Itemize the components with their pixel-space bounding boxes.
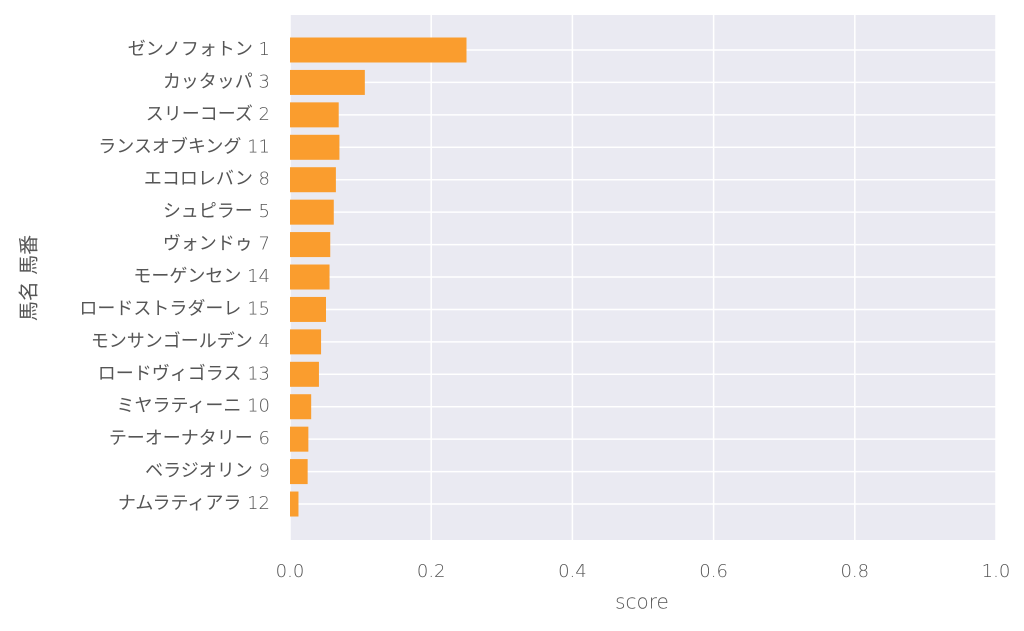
y-tick-label: スリーコーズ 2 xyxy=(146,104,270,125)
y-tick-label: カッタッパ 3 xyxy=(163,71,270,92)
y-tick-label: テーオーナタリー 6 xyxy=(109,428,270,449)
y-tick-label: エコロレバン 8 xyxy=(144,169,270,190)
bar xyxy=(290,394,312,420)
bar xyxy=(290,491,299,517)
bar xyxy=(290,329,322,355)
x-tick-label: 0.0 xyxy=(276,561,305,582)
bar xyxy=(290,296,327,322)
y-tick-label: モーゲンセン 14 xyxy=(133,266,270,287)
bar xyxy=(290,426,309,452)
y-tick-label: ベラジオリン 9 xyxy=(145,461,270,482)
bar xyxy=(290,37,467,63)
x-tick-label: 0.8 xyxy=(840,561,869,582)
bar xyxy=(290,102,339,128)
bar xyxy=(290,134,340,160)
bar xyxy=(290,69,365,95)
y-tick-label: ナムラティアラ 12 xyxy=(118,493,270,514)
y-axis-label: 馬名 馬番 xyxy=(17,235,41,321)
x-tick-label: 0.2 xyxy=(417,561,446,582)
y-tick-label: ランスオブキング 11 xyxy=(98,135,270,157)
y-tick-label: モンサンゴールデン 4 xyxy=(91,331,270,352)
bar xyxy=(290,199,334,225)
x-tick-label: 1.0 xyxy=(982,561,1011,582)
y-tick-label: ロードヴィゴラス 13 xyxy=(98,363,270,384)
x-tick-label: 0.6 xyxy=(699,561,728,582)
y-tick-label: ヴォンドゥ 7 xyxy=(163,234,270,255)
y-tick-label: ゼンノフォトン 1 xyxy=(128,39,270,60)
y-tick-label: ロードストラダーレ 15 xyxy=(79,298,270,319)
x-axis-label: score xyxy=(615,590,669,614)
x-tick-label: 0.4 xyxy=(558,561,587,582)
bar xyxy=(290,232,331,258)
y-tick-label: ミヤラティーニ 10 xyxy=(116,396,270,417)
bar xyxy=(290,361,319,387)
bar xyxy=(290,167,336,193)
y-tick-label: シュピラー 5 xyxy=(163,201,270,222)
bar xyxy=(290,264,330,290)
bar xyxy=(290,459,308,485)
